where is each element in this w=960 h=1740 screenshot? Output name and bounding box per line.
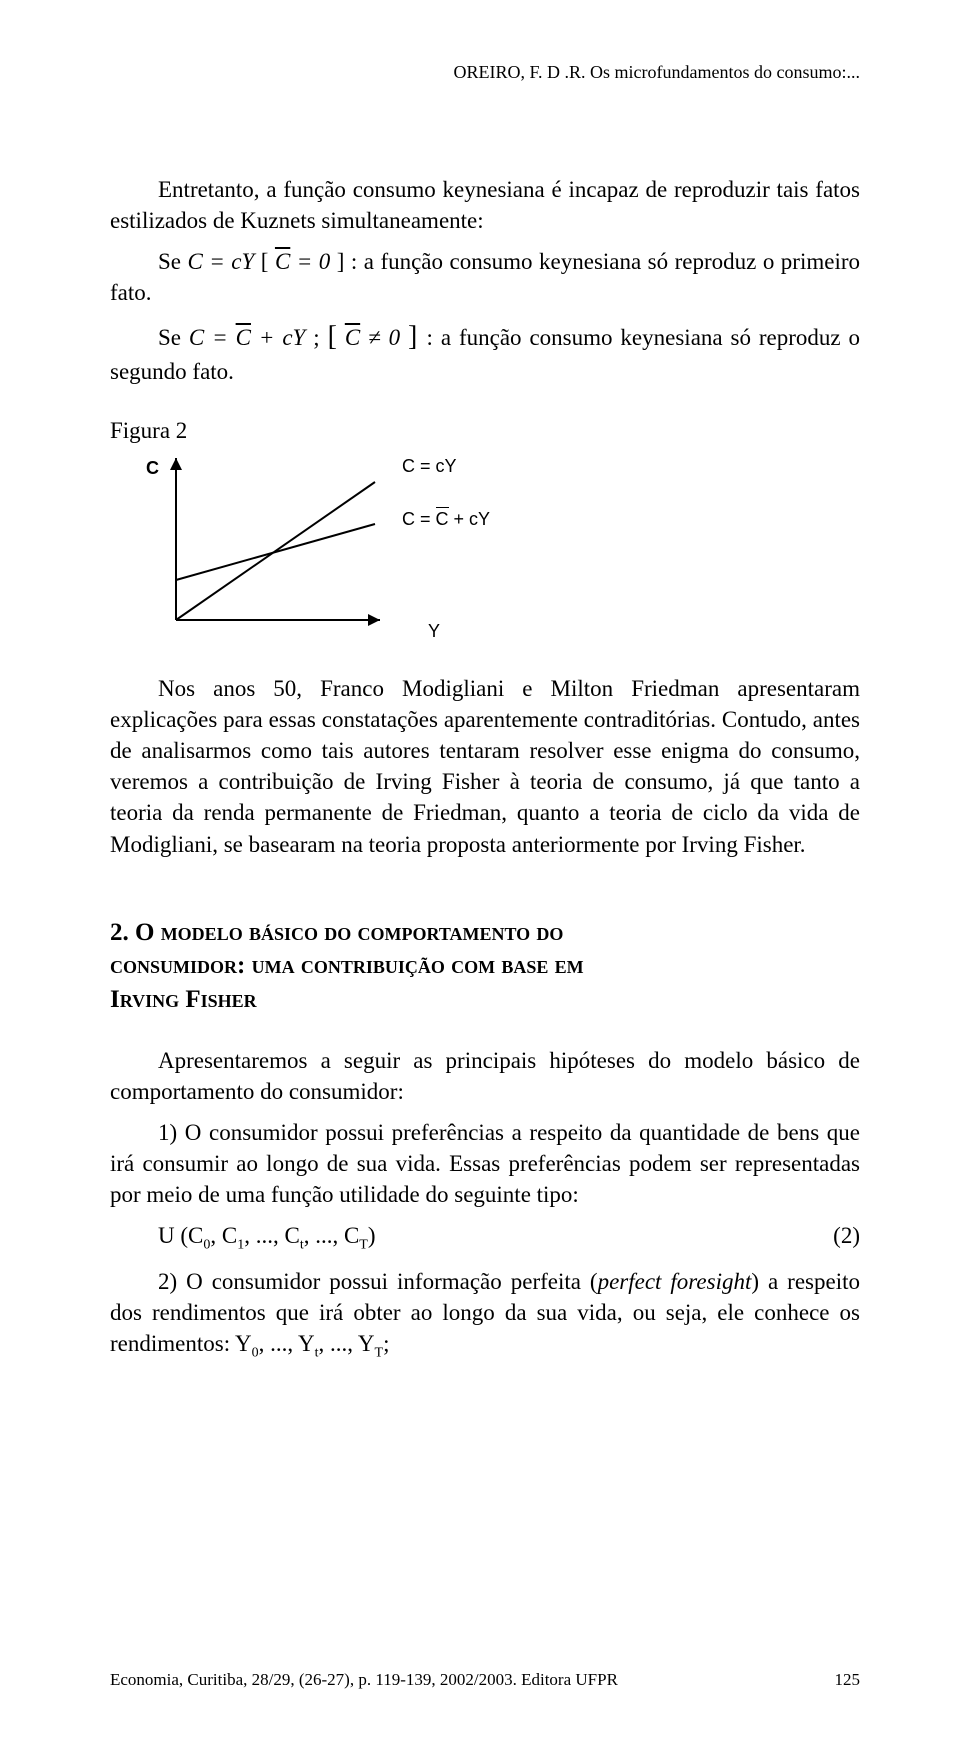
se1-cbar: C	[275, 249, 290, 274]
para-case-1: Se C = cY [ C = 0 ] : a função consumo k…	[110, 246, 860, 308]
page-footer: Economia, Curitiba, 28/29, (26-27), p. 1…	[110, 1669, 860, 1692]
eq2-lhs: U (C	[158, 1223, 203, 1248]
fig-eq-2b: + cY	[449, 509, 491, 529]
p1-text-a: Entretanto, a função consumo keynesiana …	[110, 177, 860, 233]
se2-lhs-cbar: C	[236, 325, 251, 350]
se1-br-close: ]	[337, 249, 351, 274]
figure-svg	[150, 452, 390, 642]
se2-br-close: ]	[408, 321, 427, 352]
equation-2: U (C0, C1, ..., Ct, ..., CT) (2)	[110, 1220, 860, 1255]
eq2-c1: , C	[210, 1223, 237, 1248]
p5-d2: , ..., Y	[319, 1331, 375, 1356]
axis-y-label: Y	[428, 619, 490, 643]
figure-2: C C = cY C = C + cY Y	[150, 452, 860, 643]
fig-eq-2-cbar: C	[436, 507, 449, 531]
p5-d1: , ..., Y	[259, 1331, 315, 1356]
se2-cbar2: C	[345, 325, 360, 350]
p5-semi: ;	[383, 1331, 389, 1356]
se1-br-open: [	[261, 249, 275, 274]
se2-lhs-b: + cY	[259, 325, 305, 350]
se2-lhs-a: C =	[189, 325, 236, 350]
section-2-heading: 2. O modelo básico do comportamento do c…	[110, 916, 860, 1017]
para-3: Apresentaremos a seguir as principais hi…	[110, 1045, 860, 1107]
figure-label: Figura 2	[110, 415, 860, 446]
p5-sT: T	[375, 1345, 384, 1360]
section-line-2: consumidor: uma contribuição com base em	[110, 952, 584, 979]
para-intro-1: Entretanto, a função consumo keynesiana …	[110, 174, 860, 236]
figure-equations: C = cY C = C + cY Y	[402, 452, 490, 643]
se2-neq0: ≠ 0	[368, 325, 400, 350]
p5-italic: perfect foresight	[598, 1269, 752, 1294]
axis-c-label: C	[146, 456, 159, 480]
para-4: 1) O consumidor possui preferências a re…	[110, 1117, 860, 1210]
footer-page-number: 125	[835, 1669, 861, 1692]
fig-eq-2a: C =	[402, 509, 436, 529]
section-line-1: O modelo básico do comportamento do	[135, 919, 563, 946]
para-5: 2) O consumidor possui informação perfei…	[110, 1266, 860, 1364]
page: OREIRO, F. D .R. Os microfundamentos do …	[0, 0, 960, 1740]
se1-lhs: C = cY	[187, 249, 254, 274]
eq2-number: (2)	[785, 1220, 860, 1255]
para-2: Nos anos 50, Franco Modigliani e Milton …	[110, 673, 860, 859]
se2-br-open: [	[328, 321, 337, 352]
fig-eq-2: C = C + cY	[402, 507, 490, 531]
se1-eq0: = 0	[297, 249, 331, 274]
eq2-d2: , ..., C	[304, 1223, 360, 1248]
eq2-d1: , ..., C	[244, 1223, 300, 1248]
running-head: OREIRO, F. D .R. Os microfundamentos do …	[110, 60, 860, 84]
fig-eq-1: C = cY	[402, 454, 490, 478]
eq2-expression: U (C0, C1, ..., Ct, ..., CT)	[110, 1220, 376, 1255]
section-num: 2.	[110, 919, 135, 946]
footer-citation: Economia, Curitiba, 28/29, (26-27), p. 1…	[110, 1669, 618, 1692]
se1-pre: Se	[158, 249, 187, 274]
para-case-2: Se C = C + cY ; [ C ≠ 0 ] : a função con…	[110, 318, 860, 387]
p5-a: 2) O consumidor possui informação perfei…	[158, 1269, 598, 1294]
se2-semi: ;	[313, 325, 327, 350]
eq2-close: )	[368, 1223, 376, 1248]
eq2-sT: T	[359, 1238, 368, 1253]
section-line-3: Irving Fisher	[110, 986, 257, 1013]
se2-pre: Se	[158, 325, 189, 350]
chart-box: C	[150, 452, 390, 642]
p5-s0: 0	[252, 1345, 259, 1360]
